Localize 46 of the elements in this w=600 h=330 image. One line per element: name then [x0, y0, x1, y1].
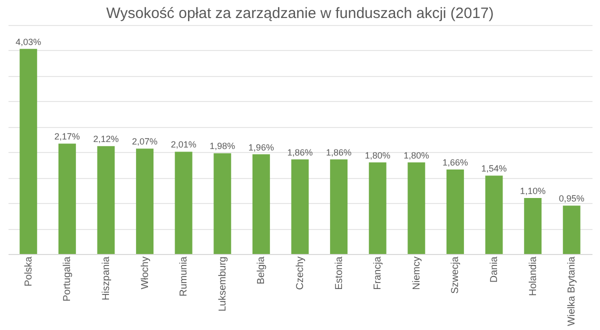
x-tick-label: Estonia — [334, 256, 345, 290]
data-label: 4,03% — [16, 36, 42, 47]
data-label: 0,95% — [558, 194, 584, 204]
bar — [330, 159, 348, 254]
bar — [368, 162, 386, 254]
data-label: 1,96% — [248, 142, 274, 152]
data-label: 1,10% — [520, 186, 546, 196]
x-tick-label: Belgia — [256, 256, 268, 284]
x-tick-label: Hiszpania — [100, 256, 112, 300]
x-tick-label: Dania — [489, 256, 500, 283]
data-label: 2,12% — [93, 134, 119, 144]
bar — [97, 146, 115, 254]
chart-title: Wysokość opłat za zarządzanie w funduszach akcji (2017) — [106, 5, 494, 22]
x-tick-label: Luksemburg — [217, 256, 228, 312]
bar — [446, 170, 464, 254]
bar — [562, 206, 580, 254]
data-label: 2,01% — [170, 140, 196, 150]
bar — [252, 154, 270, 254]
x-tick-label: Wielka Brytania — [566, 256, 578, 326]
bar — [408, 162, 426, 254]
data-label: 1,80% — [364, 150, 390, 160]
data-label: 2,17% — [54, 132, 80, 142]
x-tick-label: Francja — [372, 256, 384, 290]
data-label: 1,86% — [326, 147, 352, 158]
data-label: 1,66% — [442, 158, 468, 168]
bar — [291, 159, 309, 254]
bar — [136, 148, 154, 254]
x-tick-label: Włochy — [140, 256, 151, 290]
bar — [524, 198, 542, 254]
x-tick-label: Holandia — [528, 256, 539, 296]
data-label: 1,54% — [481, 164, 507, 174]
x-tick-label: Niemcy — [411, 256, 422, 290]
bar — [58, 144, 76, 254]
data-label: 1,80% — [404, 150, 430, 160]
data-label: 1,86% — [287, 147, 313, 158]
x-tick-label: Rumunia — [178, 256, 190, 297]
x-tick-label: Czechy — [295, 256, 306, 290]
bar — [214, 153, 232, 254]
x-tick-label: Szwecja — [450, 256, 462, 294]
data-label: 1,98% — [210, 141, 236, 152]
bar — [20, 48, 38, 254]
x-tick-label: Polska — [23, 256, 34, 287]
data-label: 2,07% — [132, 136, 158, 147]
bar — [485, 176, 503, 254]
bar — [174, 152, 192, 254]
x-tick-label: Portugalia — [62, 256, 74, 302]
